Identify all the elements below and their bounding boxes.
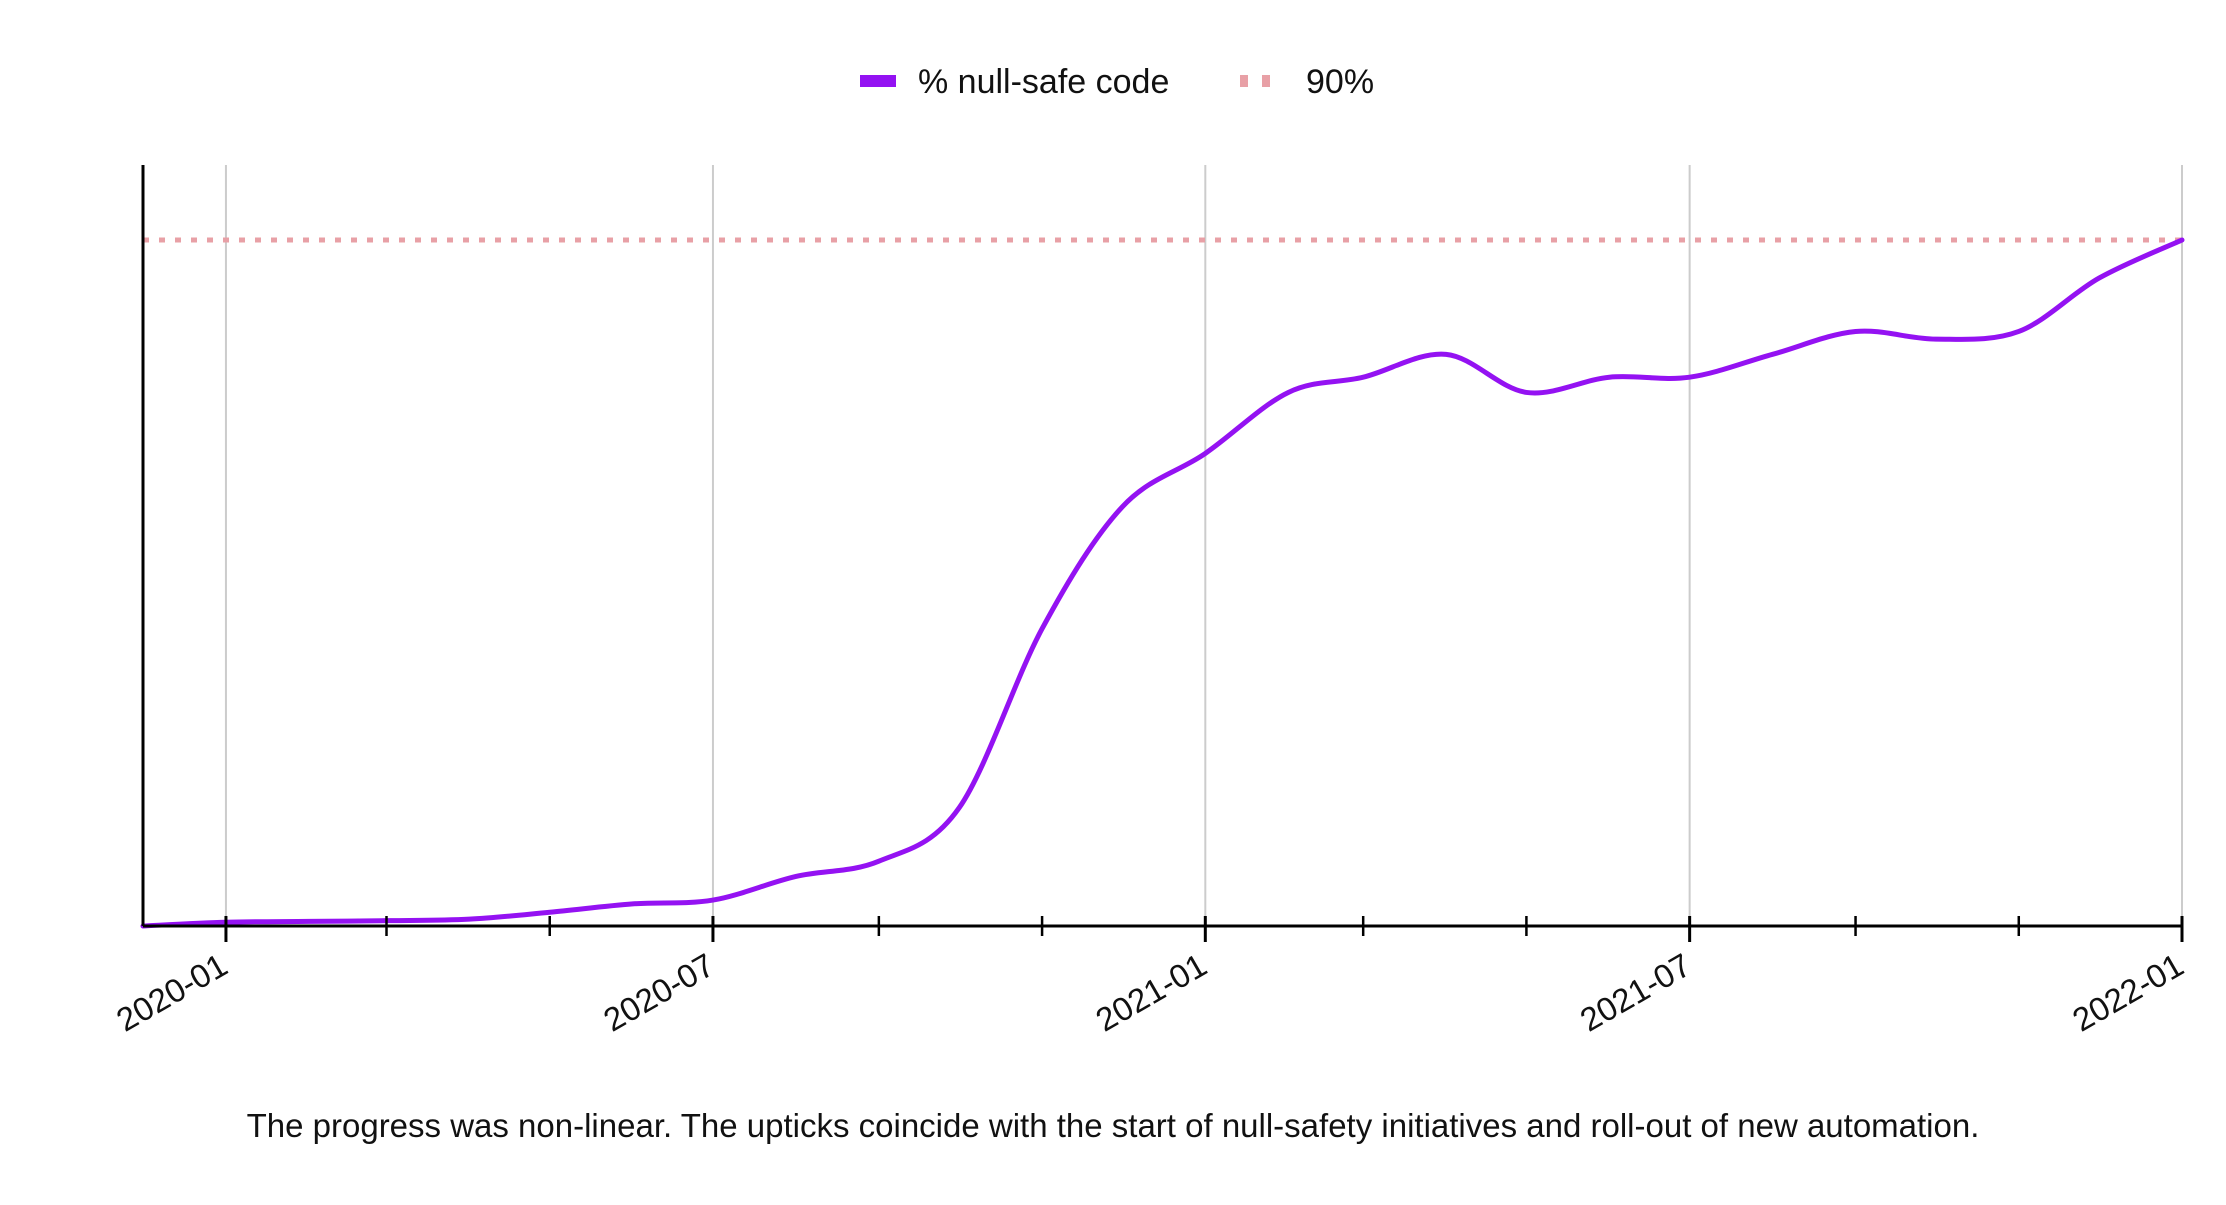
gridlines <box>224 165 2183 926</box>
x-tick-2021-07-label: 2021-07 <box>1574 946 1697 1039</box>
legend-swatch-null-safe <box>860 75 896 87</box>
series-lines <box>140 237 2185 929</box>
chart-caption: The progress was non-linear. The upticks… <box>247 1107 1980 1144</box>
legend-swatch-90-percent <box>1240 75 1270 87</box>
legend-label-null-safe: % null-safe code <box>918 63 1169 101</box>
x-tick-2021-01-label: 2021-01 <box>1089 946 1212 1039</box>
x-axis-ticks: 2020-01 2020-07 2021-01 2021-07 2022-01 <box>110 916 2190 1039</box>
legend: % null-safe code 90% <box>860 63 1374 101</box>
series-line-null-safe-code <box>140 237 2185 929</box>
x-tick-2020-01-label: 2020-01 <box>110 946 233 1039</box>
x-tick-2020-07-label: 2020-07 <box>597 946 720 1039</box>
axes <box>141 165 2182 928</box>
x-tick-2022-01-label: 2022-01 <box>2066 946 2189 1039</box>
legend-label-90-percent: 90% <box>1306 63 1374 101</box>
